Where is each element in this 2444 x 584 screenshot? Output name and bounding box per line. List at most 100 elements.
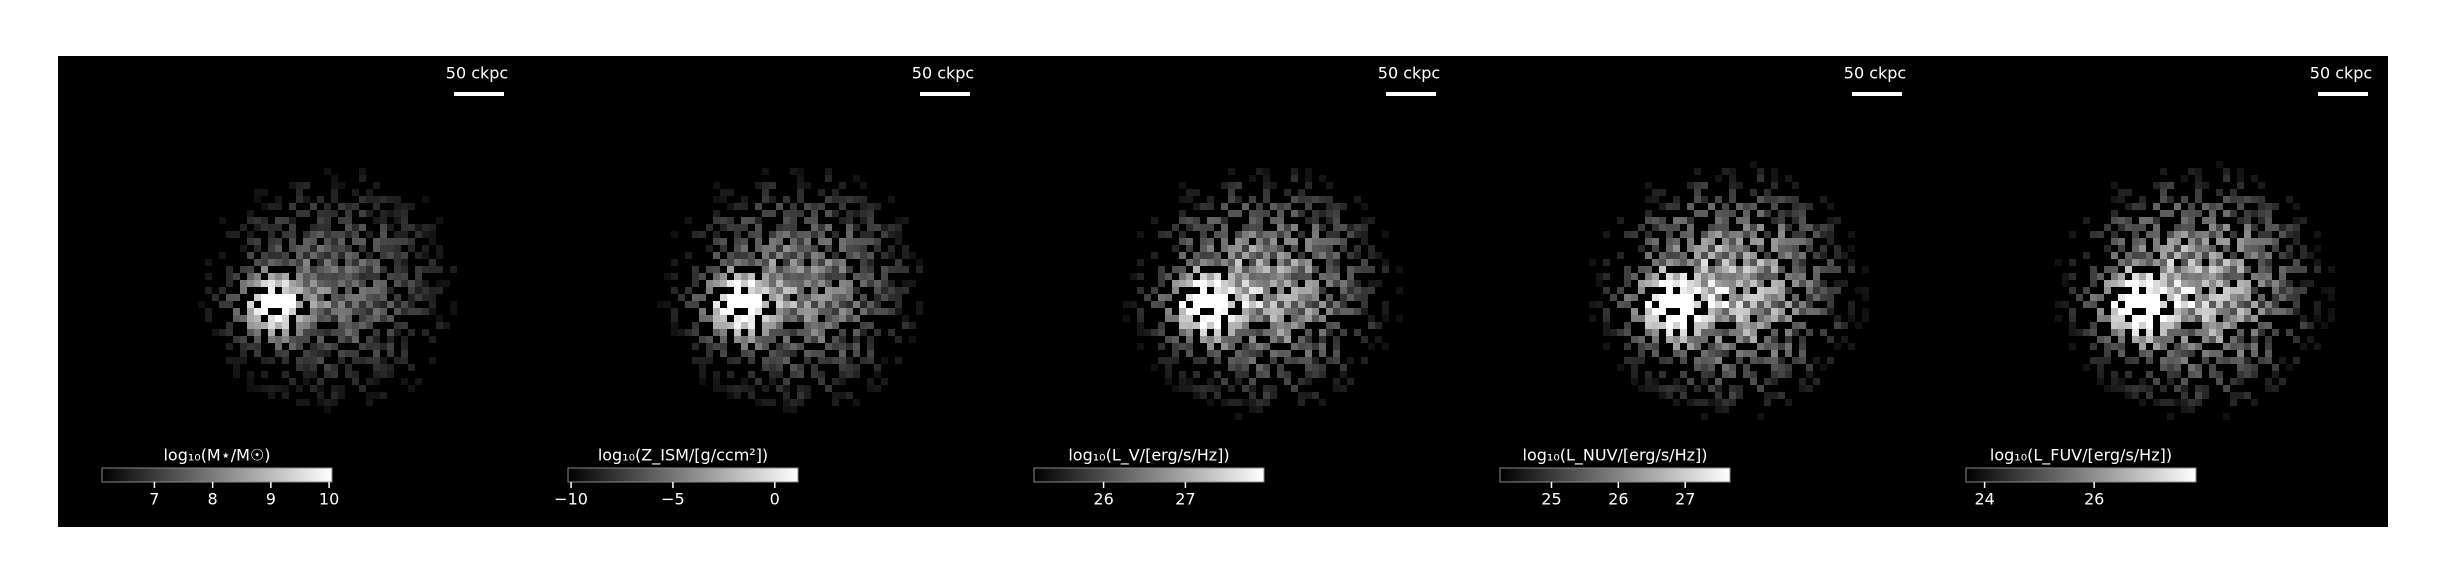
pixel bbox=[282, 308, 289, 315]
pixel bbox=[1666, 336, 1673, 343]
pixel bbox=[296, 210, 303, 217]
pixel bbox=[1687, 259, 1694, 266]
pixel bbox=[853, 301, 860, 308]
pixel bbox=[1200, 252, 1207, 259]
pixel bbox=[1207, 378, 1214, 385]
pixel bbox=[1694, 210, 1701, 217]
pixel bbox=[1652, 315, 1659, 322]
pixel bbox=[2188, 168, 2195, 175]
pixel bbox=[324, 252, 331, 259]
pixel bbox=[303, 231, 310, 238]
pixel bbox=[804, 231, 811, 238]
pixel bbox=[296, 196, 303, 203]
pixel bbox=[338, 336, 345, 343]
pixel bbox=[1193, 357, 1200, 364]
pixel bbox=[2216, 231, 2223, 238]
pixel bbox=[1722, 343, 1729, 350]
pixel bbox=[713, 238, 720, 245]
pixel bbox=[359, 245, 366, 252]
pixel bbox=[2160, 196, 2167, 203]
pixel bbox=[2160, 322, 2167, 329]
pixel bbox=[1298, 301, 1305, 308]
pixel bbox=[1645, 343, 1652, 350]
pixel bbox=[359, 385, 366, 392]
pixel bbox=[352, 350, 359, 357]
pixel bbox=[1207, 259, 1214, 266]
pixel bbox=[1764, 308, 1771, 315]
pixel bbox=[2195, 266, 2202, 273]
pixel bbox=[2202, 217, 2209, 224]
pixel bbox=[429, 294, 436, 301]
pixel bbox=[1354, 266, 1361, 273]
pixel bbox=[1827, 308, 1834, 315]
pixel bbox=[359, 266, 366, 273]
pixel bbox=[1263, 399, 1270, 406]
pixel bbox=[2160, 315, 2167, 322]
pixel bbox=[1200, 259, 1207, 266]
pixel bbox=[1771, 392, 1778, 399]
pixel bbox=[359, 294, 366, 301]
pixel bbox=[2258, 301, 2265, 308]
pixel bbox=[769, 252, 776, 259]
pixel bbox=[1771, 175, 1778, 182]
pixel bbox=[2216, 189, 2223, 196]
pixel bbox=[2286, 287, 2293, 294]
pixel bbox=[338, 231, 345, 238]
pixel bbox=[1242, 287, 1249, 294]
pixel bbox=[2328, 266, 2335, 273]
pixel bbox=[762, 357, 769, 364]
pixel bbox=[2167, 196, 2174, 203]
pixel bbox=[804, 273, 811, 280]
pixel bbox=[2090, 273, 2097, 280]
pixel bbox=[748, 350, 755, 357]
pixel bbox=[2125, 224, 2132, 231]
pixel bbox=[1659, 189, 1666, 196]
pixel bbox=[860, 231, 867, 238]
pixel bbox=[359, 224, 366, 231]
pixel bbox=[2223, 308, 2230, 315]
pixel bbox=[2209, 203, 2216, 210]
pixel bbox=[1659, 294, 1666, 301]
pixel bbox=[2209, 294, 2216, 301]
pixel bbox=[769, 350, 776, 357]
pixel bbox=[1249, 399, 1256, 406]
pixel bbox=[1701, 329, 1708, 336]
pixel bbox=[1785, 245, 1792, 252]
pixel bbox=[1666, 392, 1673, 399]
pixel bbox=[1221, 217, 1228, 224]
pixel bbox=[2062, 301, 2069, 308]
pixel bbox=[2223, 245, 2230, 252]
pixel bbox=[2181, 217, 2188, 224]
pixel bbox=[366, 210, 373, 217]
pixel bbox=[1172, 266, 1179, 273]
pixel bbox=[1778, 217, 1785, 224]
pixel bbox=[1326, 182, 1333, 189]
pixel bbox=[1827, 301, 1834, 308]
pixel bbox=[1263, 294, 1270, 301]
pixel bbox=[429, 336, 436, 343]
pixel bbox=[2090, 294, 2097, 301]
pixel bbox=[1186, 280, 1193, 287]
pixel bbox=[1722, 245, 1729, 252]
pixel bbox=[1263, 168, 1270, 175]
pixel bbox=[2111, 210, 2118, 217]
pixel bbox=[797, 392, 804, 399]
pixel bbox=[720, 343, 727, 350]
pixel bbox=[1256, 315, 1263, 322]
pixel bbox=[2146, 322, 2153, 329]
pixel bbox=[261, 357, 268, 364]
pixel bbox=[2202, 322, 2209, 329]
pixel bbox=[846, 392, 853, 399]
pixel bbox=[1764, 231, 1771, 238]
pixel bbox=[2279, 231, 2286, 238]
pixel bbox=[1687, 399, 1694, 406]
pixel bbox=[741, 378, 748, 385]
pixel bbox=[2251, 175, 2258, 182]
pixel bbox=[1242, 294, 1249, 301]
pixel bbox=[2223, 413, 2230, 420]
pixel bbox=[1249, 406, 1256, 413]
pixel bbox=[254, 273, 261, 280]
pixel bbox=[1242, 385, 1249, 392]
pixel bbox=[359, 315, 366, 322]
pixel bbox=[1263, 385, 1270, 392]
